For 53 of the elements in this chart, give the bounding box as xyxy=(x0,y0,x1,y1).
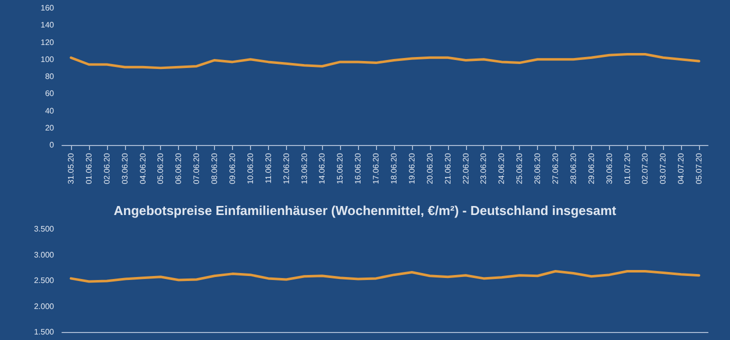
x-tick-label: 05.06.20 xyxy=(156,152,166,184)
y-tick-label: 3.000 xyxy=(34,250,55,260)
x-tick-label: 10.06.20 xyxy=(246,152,255,184)
x-tick-label: 06.06.20 xyxy=(174,152,184,184)
x-tick-label: 04.07.20 xyxy=(676,152,686,184)
y-tick-label: 20 xyxy=(45,123,55,132)
x-tick-label: 14.06.20 xyxy=(318,152,327,184)
x-tick-label: 13.06.20 xyxy=(300,152,309,184)
line-series xyxy=(70,52,700,70)
x-tick-label: 03.07.20 xyxy=(658,152,668,184)
x-tick-label: 12.06.20 xyxy=(282,152,291,184)
y-tick-label: 160 xyxy=(40,4,55,12)
x-tick-label: 01.07.20 xyxy=(622,152,632,184)
x-tick-label: 21.06.20 xyxy=(443,152,452,184)
x-tick-label: 03.06.20 xyxy=(120,152,130,184)
x-tick-label: 02.07.20 xyxy=(640,152,650,184)
y-tick-label: 2.000 xyxy=(34,302,55,311)
x-tick-label: 16.06.20 xyxy=(354,152,363,184)
x-tick-label: 30.06.20 xyxy=(604,152,614,184)
x-tick-label: 01.06.20 xyxy=(84,152,94,184)
y-tick-label: 100 xyxy=(40,54,55,64)
x-tick-label: 09.06.20 xyxy=(228,152,237,184)
x-tick-label: 19.06.20 xyxy=(407,152,416,184)
chart-title: Angebotspreise Einfamilienhäuser (Wochenmittel, €/m²) - Deutschland insgesamt xyxy=(114,203,617,218)
line-series xyxy=(70,270,700,283)
y-tick-label: 120 xyxy=(40,38,55,47)
x-tick-label: 31.05.20 xyxy=(66,152,76,184)
y-tick-label: 3.500 xyxy=(34,224,55,234)
x-tick-label: 22.06.20 xyxy=(461,152,470,184)
y-tick-label: 2.500 xyxy=(34,276,55,285)
x-tick-label: 05.07.20 xyxy=(694,152,704,184)
x-tick-label: 07.06.20 xyxy=(192,152,202,184)
y-tick-label: 60 xyxy=(45,89,55,98)
x-tick-label: 23.06.20 xyxy=(479,152,488,184)
y-tick-label: 80 xyxy=(45,72,55,81)
x-tick-label: 15.06.20 xyxy=(336,152,345,184)
y-tick-label: 40 xyxy=(45,106,55,116)
x-tick-label: 25.06.20 xyxy=(515,152,524,184)
x-tick-label: 29.06.20 xyxy=(586,152,596,184)
x-tick-label: 20.06.20 xyxy=(425,152,434,184)
y-tick-label: 140 xyxy=(40,20,55,30)
x-tick-label: 02.06.20 xyxy=(102,152,112,184)
x-tick-label: 27.06.20 xyxy=(550,152,560,184)
x-tick-label: 17.06.20 xyxy=(372,152,381,184)
x-tick-label: 08.06.20 xyxy=(210,152,220,184)
x-tick-label: 04.06.20 xyxy=(138,152,148,184)
x-tick-label: 28.06.20 xyxy=(568,152,578,184)
y-tick-label: 0 xyxy=(50,140,55,150)
x-tick-label: 24.06.20 xyxy=(497,152,506,184)
x-tick-label: 26.06.20 xyxy=(533,152,542,184)
x-tick-label: 18.06.20 xyxy=(389,152,398,184)
y-tick-label: 1.500 xyxy=(34,328,55,336)
x-tick-label: 11.06.20 xyxy=(264,152,273,184)
